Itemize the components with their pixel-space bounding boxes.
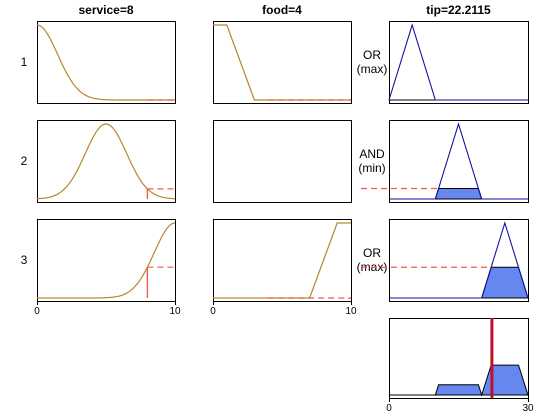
column-title-1: food=4: [262, 3, 302, 17]
output-mf-curve-rule2: [389, 122, 528, 200]
panel-rule1-food: [213, 21, 352, 104]
panel-rule3-food: [213, 219, 352, 302]
rule-operator-0: OR: [363, 48, 381, 62]
rule-operator-1: AND: [359, 147, 385, 161]
panel-rule2-service: [37, 120, 176, 203]
rule-operator-note-1: (min): [358, 161, 385, 175]
mf-curve-rule3-service: [37, 222, 176, 299]
x-tick-label-col1-0: 0: [210, 306, 216, 317]
mf-curve-rule2-service: [36, 123, 176, 200]
output-mf-curve-rule3: [389, 221, 529, 299]
rule-label-2: 3: [21, 253, 28, 267]
panel-rule1-tip: [389, 21, 529, 104]
x-tick-label-col2-0: 0: [386, 403, 392, 414]
panel-rule1-service: [37, 21, 176, 104]
x-tick-label-col0-1: 10: [169, 306, 181, 317]
x-tick-label-col0-0: 0: [34, 306, 40, 317]
panel-rule3-service: [37, 219, 176, 302]
column-title-2: tip=22.2115: [426, 3, 491, 17]
output-mf-curve-rule1: [388, 23, 528, 101]
column-title-0: service=8: [78, 3, 133, 17]
rule-label-0: 1: [21, 55, 28, 69]
rule-operator-2: OR: [363, 246, 381, 260]
rule-label-1: 2: [21, 154, 28, 168]
x-tick-label-col2-1: 30: [522, 403, 534, 414]
rule-operator-note-0: (max): [357, 62, 388, 76]
x-tick-label-col1-1: 10: [345, 306, 357, 317]
panel-rule2-food: [213, 120, 352, 203]
